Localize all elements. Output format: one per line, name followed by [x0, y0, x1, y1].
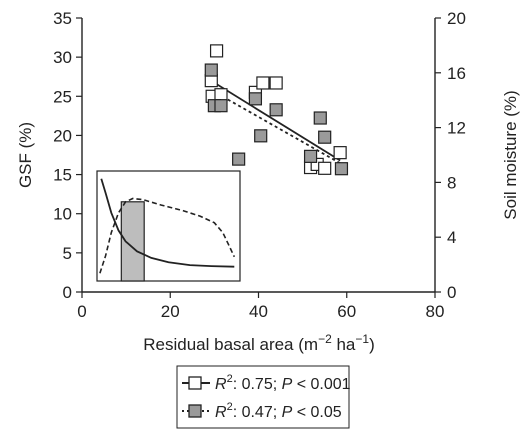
y-axis-left-label: GSF (%) — [16, 122, 35, 188]
data-point-series-2 — [313, 111, 327, 125]
data-point-series-2 — [232, 152, 246, 166]
data-point-series-1 — [269, 76, 283, 90]
data-point-series-2 — [204, 63, 218, 77]
inset-frame — [96, 170, 241, 282]
fit-line-1 — [211, 80, 341, 162]
data-point-series-2 — [334, 162, 349, 176]
x-tick-label: 60 — [337, 302, 356, 321]
y-right-tick-label: 4 — [447, 228, 456, 247]
x-tick-label: 20 — [161, 302, 180, 321]
inset-dashed-curve — [99, 197, 236, 274]
data-point-series-1 — [333, 146, 347, 160]
y-right-tick-label: 20 — [447, 9, 466, 28]
y-left-tick-label: 35 — [53, 9, 72, 28]
legend-marker-filled-square — [188, 404, 202, 418]
legend-entry-1: R2: 0.75; P < 0.001 — [182, 373, 351, 393]
data-point-series-2 — [318, 130, 332, 144]
y-left-tick-label: 15 — [53, 166, 72, 185]
y-right-tick-label: 0 — [447, 283, 456, 302]
y-left-tick-label: 25 — [53, 87, 72, 106]
y-right-tick-label: 12 — [447, 119, 466, 138]
legend-box — [176, 365, 350, 429]
x-tick-label: 40 — [249, 302, 268, 321]
data-point-series-2 — [248, 92, 263, 106]
data-point-series-2 — [254, 129, 268, 143]
data-point-series-2 — [269, 103, 283, 117]
legend-marker-open-square — [188, 376, 202, 390]
x-axis-label: Residual basal area (m−2 ha−1) — [143, 332, 375, 354]
data-point-series-1 — [209, 44, 224, 58]
legend-label-1: R2: 0.75; P < 0.001 — [215, 373, 351, 393]
data-point-series-2 — [214, 99, 228, 113]
x-tick-label: 0 — [77, 302, 86, 321]
fit-line-2 — [211, 89, 341, 165]
inset-solid-curve — [100, 178, 235, 268]
y-right-tick-label: 16 — [447, 64, 466, 83]
y-right-tick-label: 8 — [447, 173, 456, 192]
y-axis-right-label: Soil moisture (%) — [501, 90, 520, 219]
data-point-series-1 — [256, 76, 270, 90]
data-point-series-1 — [214, 88, 228, 102]
y-left-tick-label: 5 — [63, 244, 72, 263]
plot-area — [204, 44, 349, 176]
y-left-tick-label: 0 — [63, 283, 72, 302]
y-left-tick-label: 10 — [53, 205, 72, 224]
legend-label-2: R2: 0.47; P < 0.05 — [215, 401, 342, 421]
data-point-series-2 — [303, 149, 318, 163]
inset-bar — [120, 201, 145, 282]
legend-entry-2: R2: 0.47; P < 0.05 — [182, 401, 342, 421]
data-point-series-1 — [318, 161, 332, 175]
y-left-tick-label: 30 — [53, 48, 72, 67]
inset-plot — [96, 170, 241, 282]
legend: R2: 0.75; P < 0.001 R2: 0.47; P < 0.05 — [176, 365, 351, 429]
x-tick-label: 80 — [426, 302, 445, 321]
y-left-tick-label: 20 — [53, 126, 72, 145]
